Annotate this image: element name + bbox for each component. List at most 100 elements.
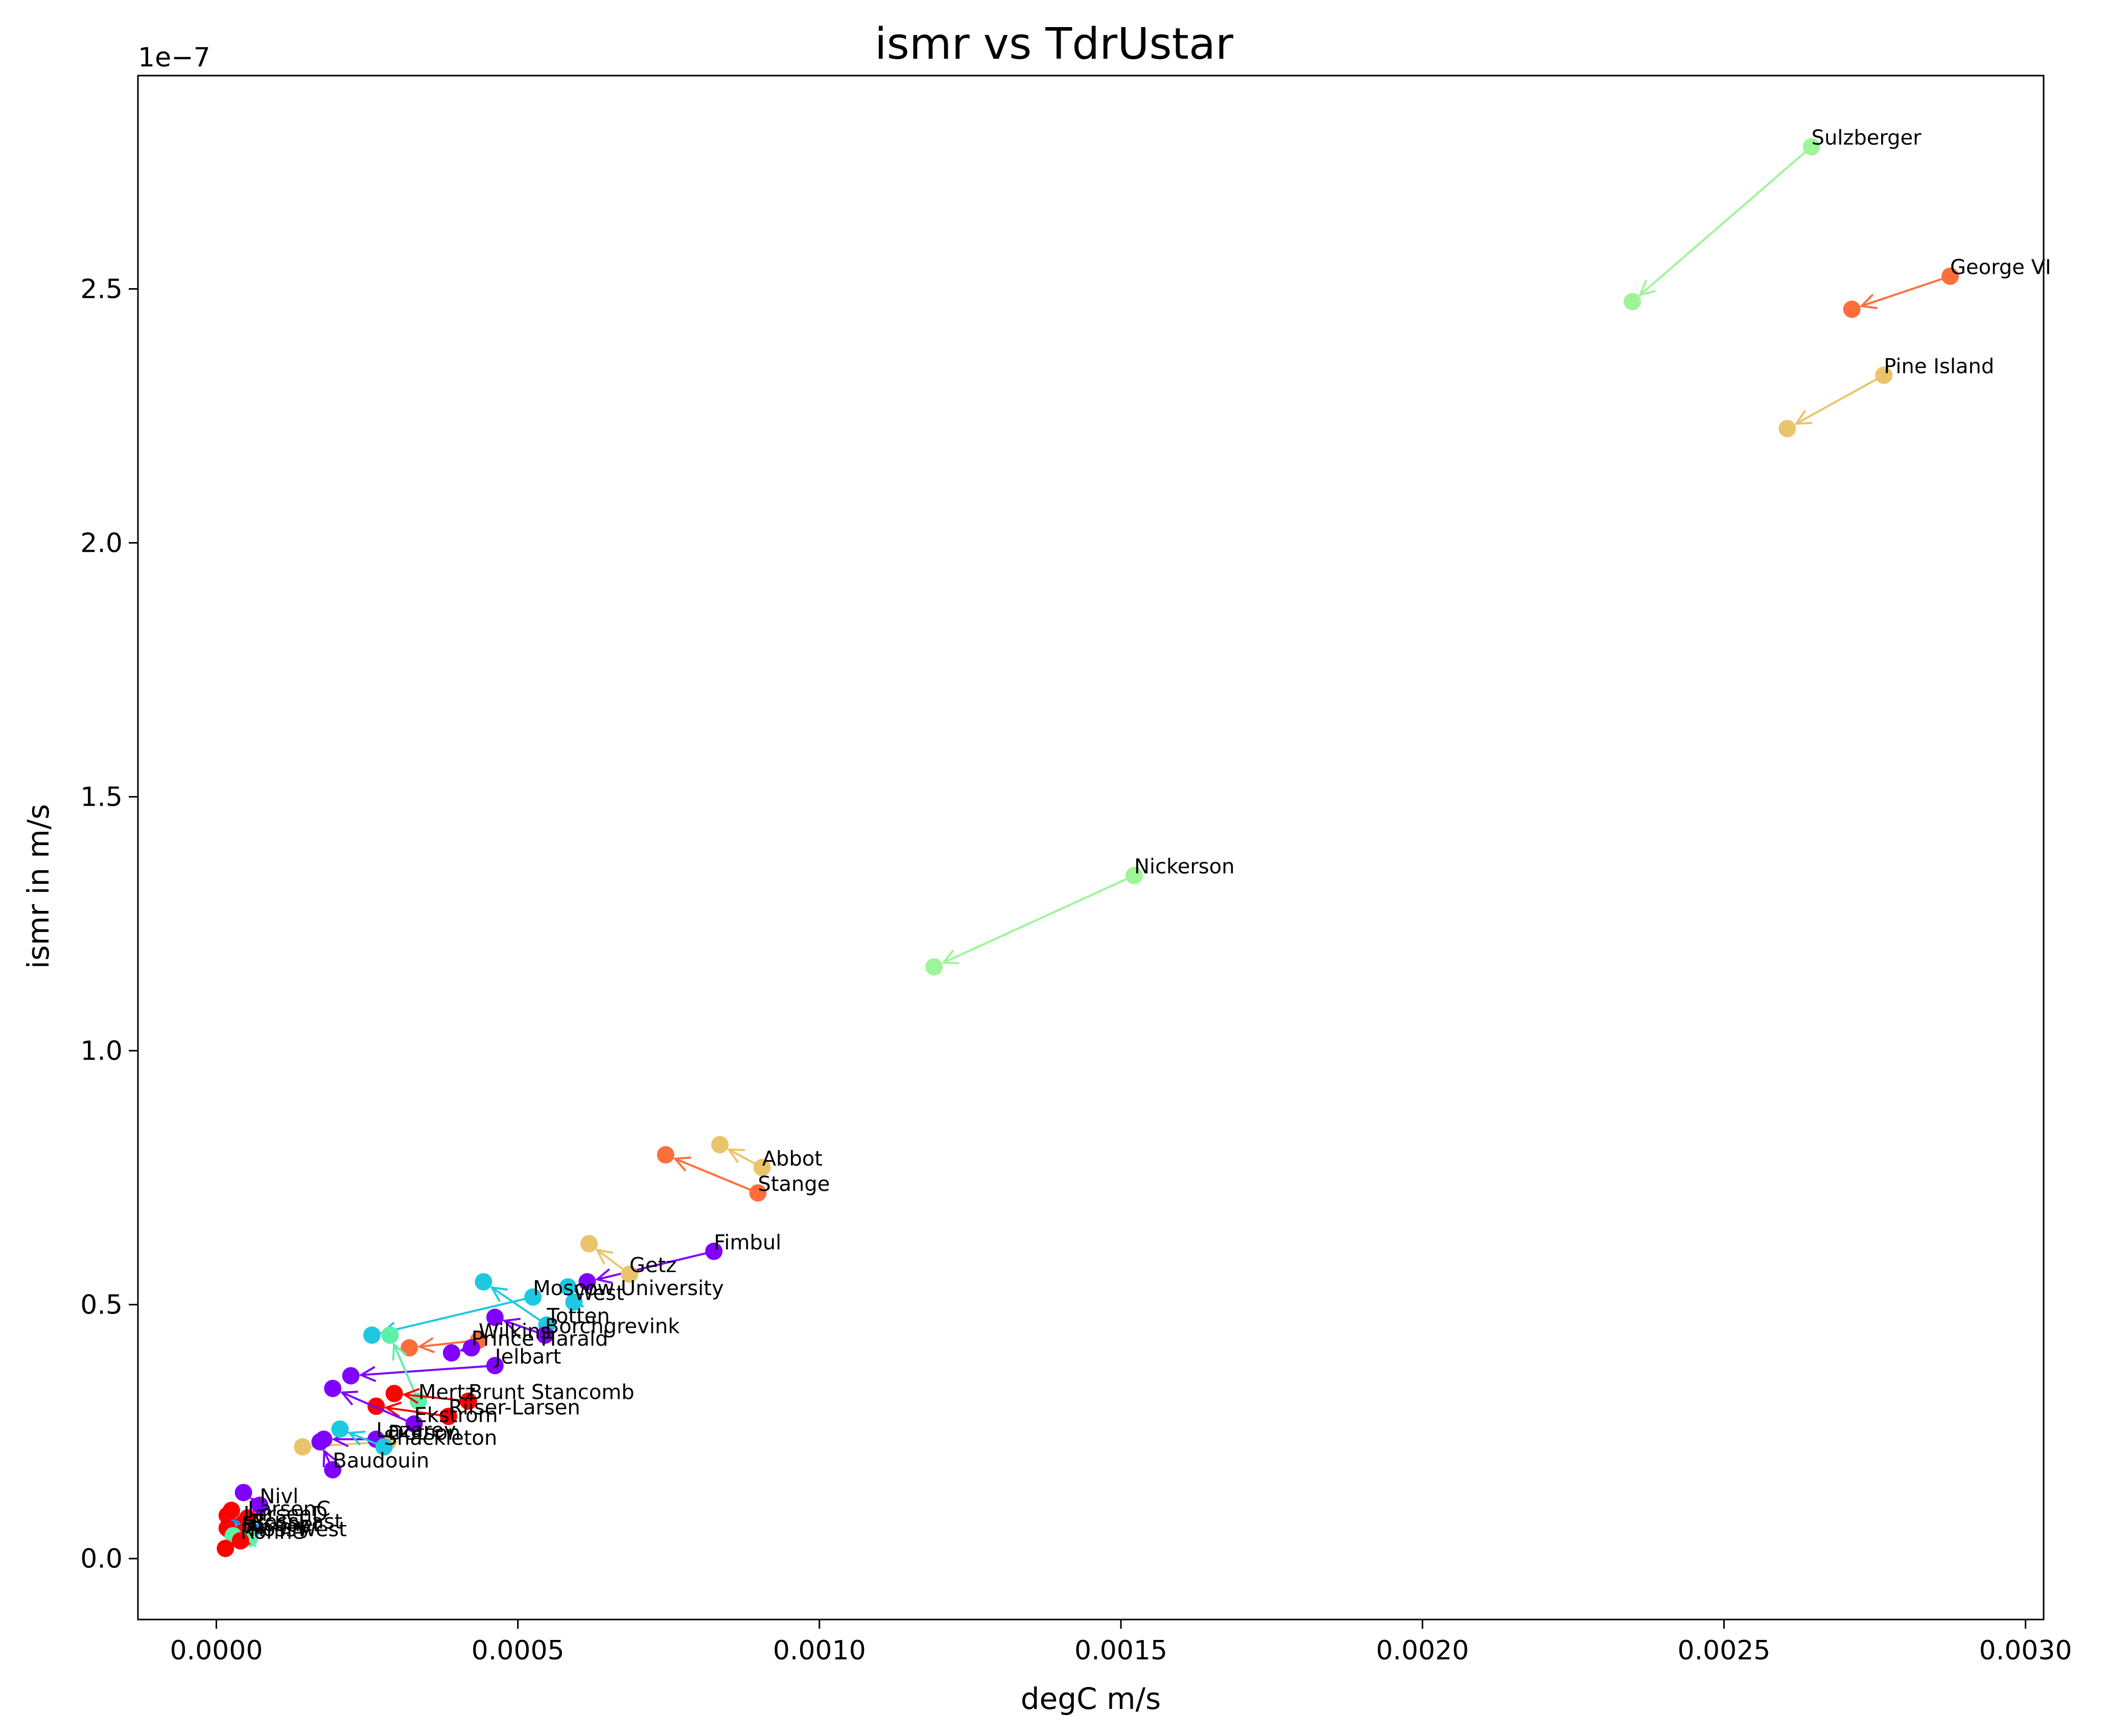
point-label: Nickerson [1134,855,1234,879]
point-label: Fimbul [714,1231,781,1254]
data-point [486,1356,504,1374]
data-point [375,1438,393,1456]
point-label: Borchgrevink [545,1315,681,1338]
point-label: Jelbart [494,1345,561,1369]
arrow-head [595,1248,614,1265]
y-tick-label: 0.0 [80,1544,123,1575]
x-axis-label: degC m/s [1021,1681,1161,1716]
x-tick-label: 0.0015 [1074,1635,1167,1666]
data-point [462,1339,480,1357]
arrow-shaft [674,1158,759,1194]
data-point [231,1532,249,1550]
arrow-head [727,1148,745,1163]
data-point-paired [324,1379,342,1397]
data-point-paired [925,958,943,976]
data-point [439,1407,457,1425]
x-tick-label: 0.0030 [1979,1635,2072,1666]
data-point [536,1326,554,1344]
arrow-shaft [361,1364,495,1376]
arrow-head [941,949,959,965]
arrow-head [322,1449,338,1467]
data-point-paired [311,1433,329,1451]
point-label: Prince Harald [472,1327,608,1351]
point-label: Pine Island [1884,355,1994,379]
data-point [1941,267,1959,285]
data-point-paired [217,1539,235,1557]
data-point-paired [342,1367,360,1385]
data-point-paired [486,1308,504,1326]
point-label: Ronne [241,1520,305,1544]
arrow-head [340,1391,358,1406]
y-offset-label: 1e−7 [138,42,210,73]
point-label: Riiser-Larsen [449,1396,580,1419]
data-point [1875,366,1893,384]
arrow-shaft [1639,146,1812,296]
x-tick-label: 0.0025 [1677,1635,1770,1666]
data-point [621,1265,639,1283]
data-point-paired [235,1484,252,1502]
arrow-shaft [943,874,1135,964]
plot-frame [137,75,2045,1621]
point-label: George VI [1950,256,2051,279]
arrow-head [1638,279,1656,297]
y-tick-label: 1.5 [80,782,123,813]
arrow-shaft [491,1286,548,1326]
point-label: RossEast [251,1510,342,1534]
x-tick-label: 0.0020 [1376,1635,1469,1666]
arrow-shaft [381,1296,533,1334]
arrow-head [417,1337,435,1353]
point-label: Dotson [388,1421,461,1445]
arrow-head [392,1342,407,1361]
point-label: West [574,1282,624,1305]
point-label: Sulzberger [1812,126,1922,150]
data-point [405,1415,423,1433]
point-label: Mertz [418,1381,476,1404]
y-tick-label: 2.5 [80,274,123,305]
point-label: Lazarev [376,1419,456,1442]
point-label: Moscow University [533,1277,724,1300]
point-label: Wilkins [479,1320,551,1343]
y-tick-label: 1.0 [80,1036,123,1067]
data-point-paired [442,1344,460,1362]
chart-title: ismr vs TdrUstar [875,19,1233,69]
data-point-paired [711,1136,729,1154]
arrow-head [673,1156,691,1171]
point-label: Baudouin [333,1449,429,1473]
data-point [459,1392,477,1410]
data-point-paired [331,1420,349,1438]
data-point [705,1242,723,1260]
point-label: LarsenD [244,1503,328,1526]
point-label: Shackleton [384,1426,498,1450]
data-point-paired [475,1273,493,1291]
arrow-shaft [404,1393,469,1402]
point-label: Amery [245,1515,312,1539]
data-point-paired [385,1385,403,1402]
data-point-paired [657,1146,674,1164]
point-label: LarsenC [248,1497,331,1521]
plot-area: 0.0000 0.0005 0.0010 0.0015 0.0020 0.0025 0.00… [80,126,2072,1666]
arrow-shaft [1861,275,1951,307]
arrow-head [490,1286,508,1302]
point-label: Filchner [242,1513,322,1536]
point-label: Getz [629,1254,676,1277]
data-point [524,1288,542,1306]
point-label: Brunt Stancomb [469,1381,635,1404]
data-point [749,1184,767,1202]
data-point-paired [363,1326,381,1344]
point-label: Ekstrom [414,1403,498,1427]
data-point-paired [580,1235,598,1253]
x-tick-label: 0.0000 [170,1635,263,1666]
point-label: Nivl [260,1485,298,1508]
y-tick-label: 0.5 [80,1290,123,1321]
arrow-head [1794,410,1813,425]
data-point [251,1496,269,1514]
data-point-paired [559,1278,577,1296]
point-label: Abbot [762,1147,823,1170]
arrow-head [595,1268,613,1284]
arrow-head [1859,294,1878,310]
point-label: Totten [546,1304,610,1328]
arrow-shaft [341,1391,415,1425]
arrow-head [384,1401,402,1418]
data-point-paired [578,1273,596,1291]
